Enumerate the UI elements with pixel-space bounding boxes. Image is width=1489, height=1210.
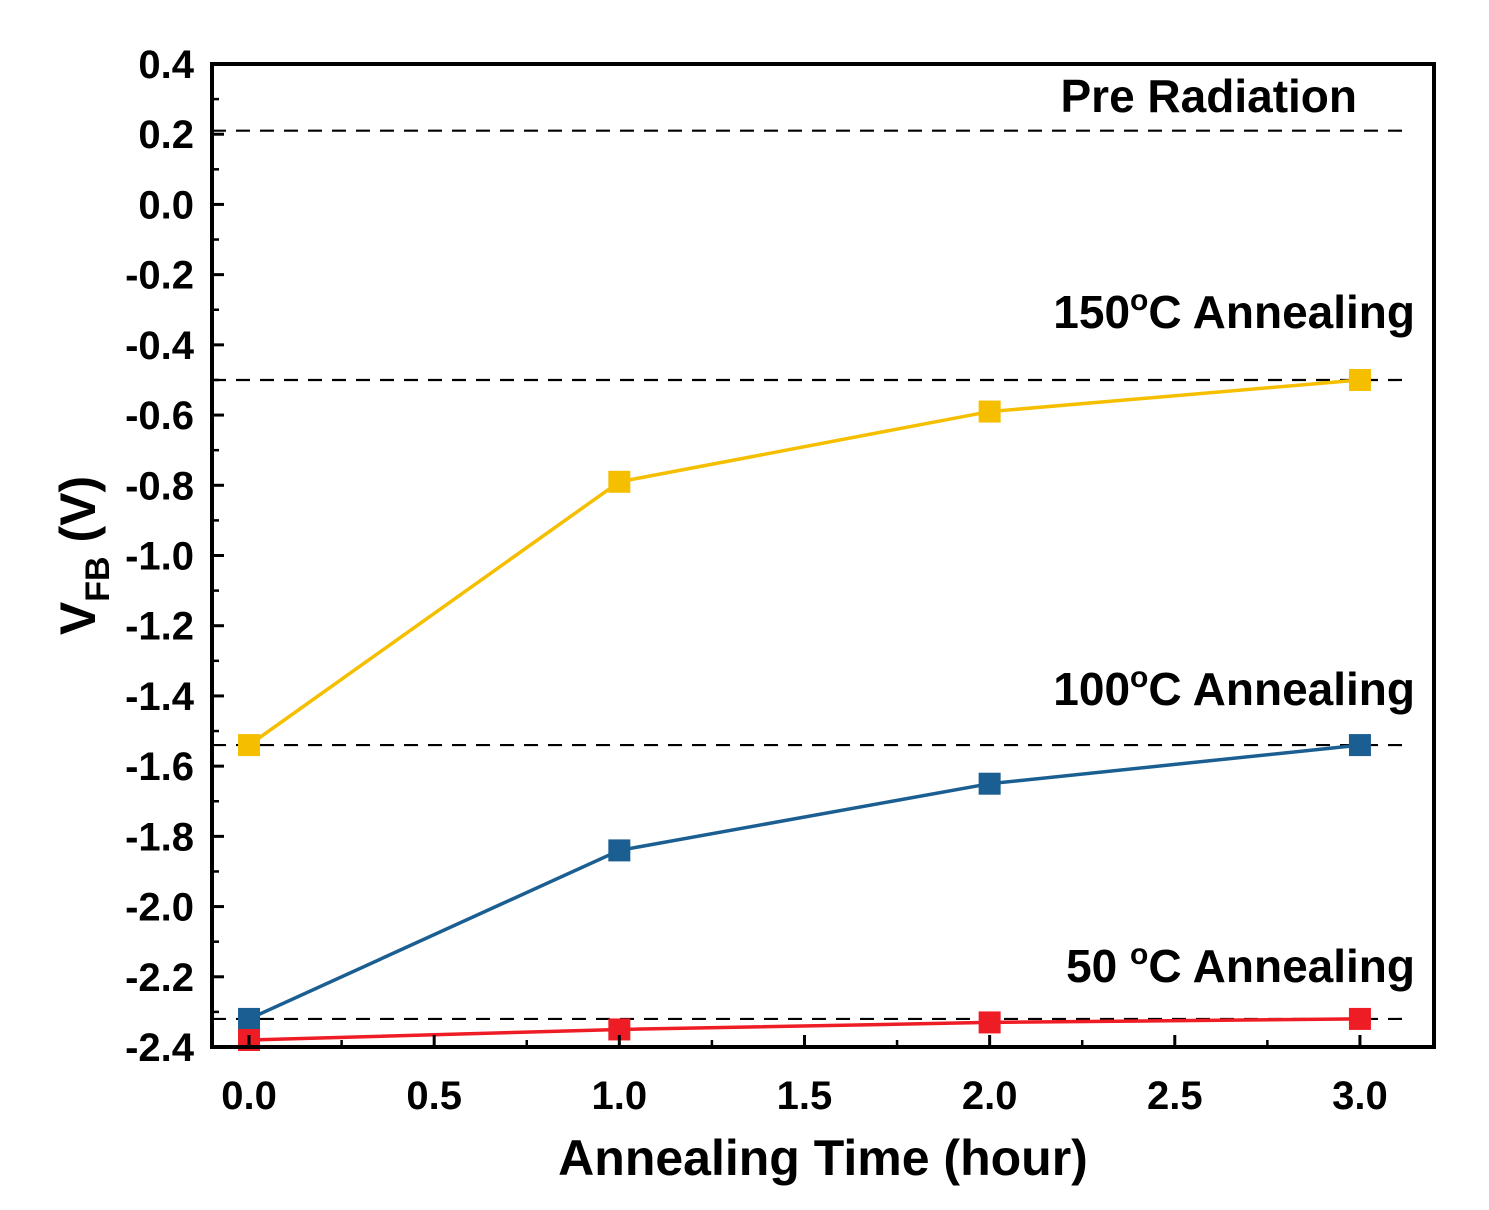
y-axis-title-unit: (V) [50, 476, 106, 557]
x-tick-label: 2.0 [962, 1074, 1018, 1118]
y-tick-label: -1.6 [125, 745, 194, 789]
y-tick-label: -0.6 [125, 394, 194, 438]
series-1-point-0 [238, 1007, 261, 1030]
series-1-point-2 [978, 772, 1001, 795]
y-axis-title-sub: FB [79, 556, 117, 601]
annotation-50c: 50 oC Annealing [1066, 938, 1415, 992]
y-tick-label: -1.4 [125, 675, 195, 719]
annotation-degree: o [1130, 938, 1148, 971]
series-0-point-0 [238, 734, 261, 757]
annotation-degree: o [1130, 661, 1148, 694]
annotation-part: C Annealing [1148, 663, 1415, 715]
annotation-part: 50 [1066, 940, 1130, 992]
y-tick-label: -2.0 [125, 886, 194, 930]
labels: 0.4 0.2 0.0 -0.2 -0.4 -0.6 -0.8 -1.0 -1.2 -1.4 -1.… [50, 43, 1415, 1186]
x-tick-label: 0.0 [221, 1074, 277, 1118]
y-tick-label: -1.8 [125, 815, 194, 859]
reference-lines [212, 129, 1404, 1021]
y-tick-label: 0.0 [138, 183, 194, 227]
x-tick-label: 2.5 [1147, 1074, 1203, 1118]
annotation-degree: o [1130, 284, 1148, 317]
series-2-point-3 [1348, 1007, 1371, 1030]
y-tick-label: -0.4 [125, 324, 195, 368]
x-tick-label: 3.0 [1332, 1074, 1388, 1118]
y-tick-label: -2.4 [125, 1026, 195, 1070]
series-1-point-3 [1348, 734, 1371, 757]
series-line-2 [248, 1017, 1360, 1042]
plot-frame [210, 62, 1436, 1049]
y-tick-label: 0.2 [138, 113, 194, 157]
y-axis-title-main: V [50, 601, 106, 635]
annotation-pre-radiation: Pre Radiation [1060, 70, 1357, 122]
annotation-part: C Annealing [1148, 286, 1415, 338]
x-axis-title: Annealing Time (hour) [558, 1130, 1088, 1186]
y-tick-label: -0.2 [125, 254, 194, 298]
y-tick-label: -2.2 [125, 956, 194, 1000]
annotation-150c: 150oC Annealing [1053, 284, 1415, 338]
x-tick-label: 1.5 [777, 1074, 833, 1118]
series-0-point-1 [608, 470, 631, 493]
y-tick-label: -1.2 [125, 605, 194, 649]
series-2-point-2 [978, 1011, 1001, 1034]
annotation-part: 100 [1053, 663, 1130, 715]
series-line-1 [248, 743, 1361, 1021]
x-tick-label: 1.0 [592, 1074, 648, 1118]
series-2-point-1 [608, 1018, 631, 1041]
series-0-point-2 [978, 400, 1001, 423]
series-0-point-3 [1348, 368, 1371, 391]
axes [210, 62, 1436, 1049]
annotation-part: C Annealing [1148, 940, 1415, 992]
x-tick-label: 0.5 [406, 1074, 462, 1118]
data-series [238, 368, 1371, 1051]
y-tick-label: -1.0 [125, 535, 194, 579]
annotation-part: 150 [1053, 286, 1130, 338]
y-tick-label: 0.4 [138, 43, 194, 87]
y-tick-label: -0.8 [125, 464, 194, 508]
annotation-100c: 100oC Annealing [1053, 661, 1415, 715]
series-line-0 [248, 378, 1361, 747]
series-1-point-1 [608, 839, 631, 862]
y-axis-title: VFB (V) [50, 476, 117, 635]
